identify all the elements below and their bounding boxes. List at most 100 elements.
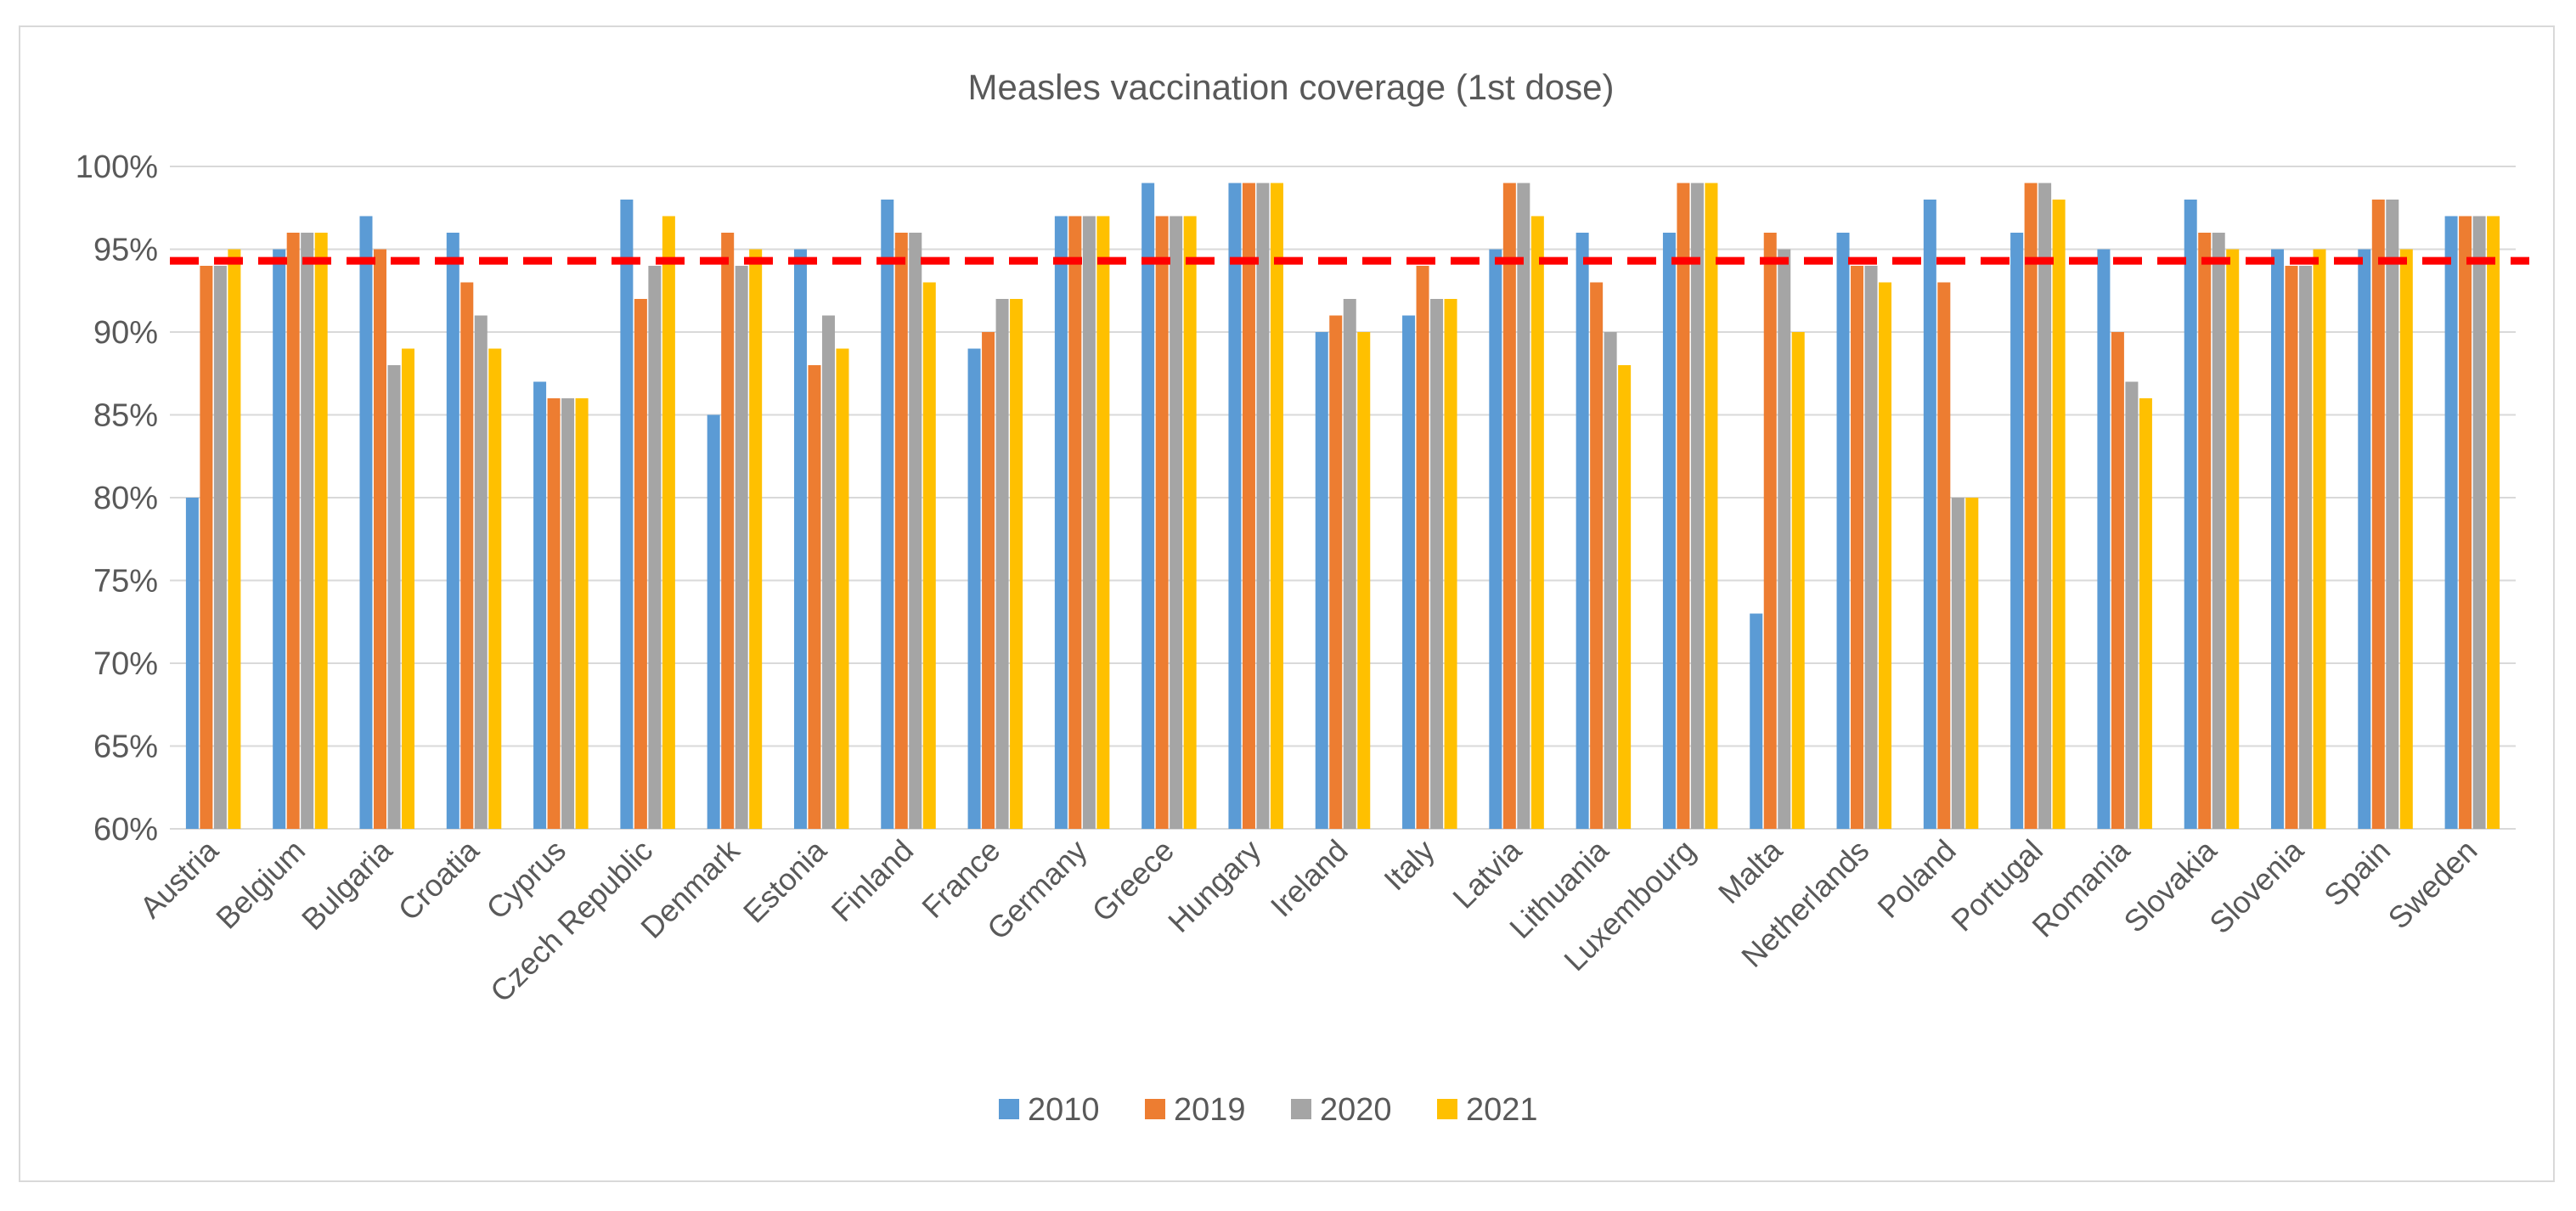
x-tick-label: Finland: [825, 833, 920, 928]
y-tick-label: 80%: [93, 481, 158, 516]
bar-slovakia-2021: [2226, 249, 2240, 829]
bar-cyprus-2010: [533, 381, 547, 829]
bar-netherlands-2019: [1851, 266, 1864, 829]
y-tick-label: 95%: [93, 233, 158, 268]
bar-sweden-2020: [2472, 216, 2486, 829]
x-tick-label: Spain: [2317, 833, 2397, 913]
bar-hungary-2019: [1242, 183, 1255, 829]
bar-france-2010: [967, 348, 981, 829]
bar-slovakia-2019: [2198, 233, 2212, 829]
bar-germany-2021: [1096, 216, 1110, 829]
x-tick-label: Sweden: [2382, 833, 2484, 936]
bar-estonia-2019: [808, 365, 821, 829]
bar-austria-2021: [228, 249, 241, 829]
y-tick-label: 90%: [93, 315, 158, 351]
legend-swatch-2020: [1291, 1099, 1311, 1119]
bar-latvia-2019: [1502, 183, 1516, 829]
bar-finland-2021: [922, 282, 936, 829]
bar-latvia-2021: [1530, 216, 1544, 829]
bar-cyprus-2021: [575, 398, 589, 829]
legend-swatch-2010: [999, 1099, 1019, 1119]
bar-belgium-2019: [286, 233, 300, 829]
bar-estonia-2020: [821, 315, 835, 829]
x-tick-label: Latvia: [1446, 832, 1529, 915]
bar-greece-2021: [1183, 216, 1197, 829]
x-tick-label: Hungary: [1161, 833, 1267, 939]
x-tick-label: Romania: [2025, 832, 2137, 944]
bar-romania-2020: [2125, 381, 2139, 829]
bar-ireland-2010: [1315, 332, 1328, 829]
bar-bulgaria-2010: [359, 216, 373, 829]
bar-sweden-2010: [2444, 216, 2458, 829]
bar-latvia-2010: [1489, 249, 1502, 829]
bar-luxembourg-2010: [1662, 233, 1676, 829]
chart-title: Measles vaccination coverage (1st dose): [967, 67, 1614, 107]
legend-swatch-2021: [1437, 1099, 1457, 1119]
bar-ireland-2021: [1357, 332, 1371, 829]
bar-denmark-2010: [707, 414, 720, 829]
x-tick-label: Czech Republic: [483, 833, 659, 1009]
bar-croatia-2020: [474, 315, 488, 829]
y-tick-label: 75%: [93, 564, 158, 600]
bar-denmark-2021: [749, 249, 763, 829]
y-tick-label: 85%: [93, 398, 158, 434]
bar-czech-republic-2020: [648, 266, 662, 829]
bar-italy-2021: [1444, 299, 1457, 829]
y-tick-label: 65%: [93, 729, 158, 765]
bar-netherlands-2020: [1864, 266, 1878, 829]
bar-germany-2019: [1068, 216, 1082, 829]
bar-poland-2019: [1937, 282, 1951, 829]
bar-denmark-2020: [735, 266, 748, 829]
legend-label-2010: 2010: [1028, 1092, 1100, 1128]
bar-belgium-2021: [314, 233, 328, 829]
bar-czech-republic-2019: [634, 299, 647, 829]
bar-czech-republic-2010: [620, 200, 634, 829]
y-axis-ticks: 60% 65% 70% 75% 80% 85% 90% 95% 100%: [76, 149, 158, 848]
bar-france-2020: [995, 299, 1009, 829]
legend-swatch-2019: [1145, 1099, 1165, 1119]
bar-finland-2010: [881, 200, 894, 829]
bar-portugal-2020: [2038, 183, 2052, 829]
legend-label-2020: 2020: [1320, 1092, 1392, 1128]
bar-finland-2020: [909, 233, 922, 829]
bar-malta-2019: [1763, 233, 1777, 829]
x-axis-labels: AustriaBelgiumBulgariaCroatiaCyprusCzech…: [133, 832, 2484, 1009]
bar-austria-2020: [213, 266, 227, 829]
bar-ireland-2020: [1343, 299, 1356, 829]
bar-romania-2021: [2139, 398, 2152, 829]
bar-denmark-2019: [721, 233, 735, 829]
bar-estonia-2021: [836, 348, 849, 829]
bar-greece-2010: [1141, 183, 1155, 829]
bar-slovakia-2020: [2212, 233, 2225, 829]
bar-italy-2010: [1402, 315, 1416, 829]
x-tick-label: Malta: [1711, 832, 1790, 910]
bar-austria-2019: [200, 266, 213, 829]
legend: 2010 2019 2020 2021: [999, 1092, 1538, 1128]
bar-croatia-2019: [460, 282, 474, 829]
bar-hungary-2010: [1228, 183, 1242, 829]
bar-lithuania-2020: [1604, 332, 1617, 829]
bar-lithuania-2021: [1618, 365, 1632, 829]
bar-croatia-2010: [446, 233, 459, 829]
bar-romania-2019: [2111, 332, 2124, 829]
bar-france-2019: [982, 332, 995, 829]
gridlines: [170, 166, 2516, 830]
bar-latvia-2020: [1517, 183, 1530, 829]
bar-netherlands-2021: [1879, 282, 1892, 829]
bar-portugal-2021: [2052, 200, 2066, 829]
bar-france-2021: [1010, 299, 1023, 829]
bar-sweden-2021: [2487, 216, 2500, 829]
bar-portugal-2010: [2010, 233, 2024, 829]
x-tick-label: Croatia: [392, 832, 487, 927]
bar-ireland-2019: [1329, 315, 1343, 829]
bar-belgium-2010: [273, 249, 286, 829]
x-tick-label: Belgium: [209, 833, 312, 936]
legend-label-2021: 2021: [1466, 1092, 1538, 1128]
bar-poland-2020: [1951, 498, 1964, 829]
bar-spain-2019: [2371, 200, 2385, 829]
bar-finland-2019: [894, 233, 908, 829]
bar-netherlands-2010: [1836, 233, 1850, 829]
bar-luxembourg-2020: [1690, 183, 1704, 829]
bar-italy-2019: [1416, 266, 1429, 829]
bar-slovenia-2021: [2313, 249, 2326, 829]
